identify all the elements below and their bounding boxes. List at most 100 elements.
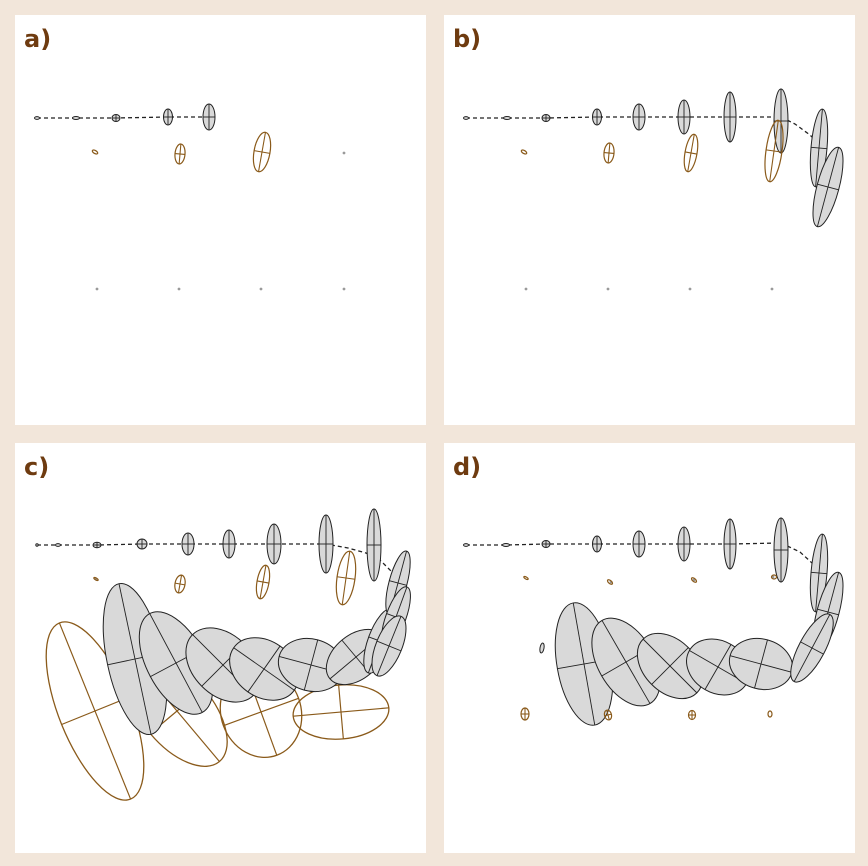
diagram-canvas-d: [463, 517, 844, 726]
pose-ellipse-outline: [502, 543, 510, 547]
ground-truth-ellipse: [603, 709, 613, 721]
estimate-ellipse-axis-major: [601, 620, 651, 704]
ground-truth-ellipse: [520, 707, 530, 721]
ground-truth-ellipse: [767, 710, 773, 718]
pose-ellipse: [463, 116, 469, 120]
pose-ellipse: [723, 518, 737, 570]
pose-ellipse: [502, 543, 510, 547]
pose-ellipse: [222, 529, 236, 559]
landmark-point: [771, 575, 775, 579]
estimate-ellipse-axis-major: [149, 613, 203, 713]
ground-truth-ellipse: [255, 564, 271, 600]
ground-truth-ellipse: [91, 149, 99, 155]
ground-truth-ellipse: [764, 119, 784, 183]
pose-ellipse-outline: [34, 116, 40, 120]
diagram-canvas-b: [463, 88, 844, 291]
ground-truth-ellipse-axis-major: [58, 622, 132, 800]
pose-ellipse: [812, 146, 844, 228]
ground-truth-ellipse: [292, 684, 390, 740]
ground-truth-ellipse-outline: [606, 579, 614, 585]
ground-truth-ellipse-outline: [523, 575, 529, 581]
pose-ellipse-outline: [539, 642, 545, 654]
pose-ellipse-outline: [463, 543, 469, 547]
panel-d: d): [444, 443, 855, 853]
ground-truth-ellipse: [174, 143, 186, 165]
ground-truth-ellipse-outline: [683, 133, 699, 173]
pose-ellipse-outline: [72, 116, 80, 120]
ground-truth-ellipse-outline: [292, 684, 390, 740]
pose-ellipse-outline: [463, 116, 469, 120]
estimate-ellipse-axis-major: [572, 602, 596, 726]
estimate-ellipse-axis-major: [118, 583, 152, 735]
pose-ellipse: [55, 543, 61, 547]
pose-ellipse-axis-major: [376, 616, 402, 676]
pose-ellipse: [677, 526, 691, 562]
pose-ellipse: [677, 99, 691, 135]
ground-truth-ellipse-axis-major: [178, 143, 182, 165]
pose-ellipse: [35, 543, 39, 547]
landmark-point: [95, 287, 99, 291]
panel-label-d: d): [453, 453, 482, 481]
landmark-point: [770, 287, 774, 291]
ground-truth-ellipse: [687, 709, 697, 721]
pose-ellipse: [632, 103, 646, 131]
pose-ellipse: [539, 642, 545, 654]
ground-truth-ellipse-outline: [690, 577, 698, 583]
pose-ellipse: [592, 535, 602, 553]
ground-truth-ellipse: [335, 550, 357, 606]
pose-ellipse: [592, 108, 602, 126]
landmark-point: [177, 287, 181, 291]
pose-ellipse: [503, 116, 511, 120]
trajectory-path: [37, 116, 209, 119]
ground-truth-ellipse: [174, 574, 186, 594]
pose-ellipse: [136, 538, 148, 550]
pose-ellipse: [163, 108, 173, 126]
pose-ellipse: [541, 114, 551, 122]
pose-ellipse: [366, 508, 382, 582]
pose-ellipse-axis-major: [815, 534, 823, 612]
pose-ellipse: [632, 530, 646, 558]
panel-c: c): [15, 443, 426, 853]
landmark-point: [342, 287, 346, 291]
ground-truth-ellipse: [252, 131, 272, 173]
pose-ellipse: [371, 615, 407, 677]
panel-a: a): [15, 15, 426, 425]
pose-ellipse: [92, 541, 102, 549]
ground-truth-ellipse: [520, 149, 528, 155]
ground-truth-ellipse-axis-major: [177, 575, 183, 593]
ground-truth-ellipse-axis-major: [607, 142, 611, 164]
pose-ellipse: [463, 543, 469, 547]
ground-truth-ellipse-axis-major: [687, 134, 695, 172]
pose-ellipse: [723, 91, 737, 143]
landmark-point: [259, 287, 263, 291]
ground-truth-ellipse: [523, 575, 529, 581]
panel-b: b): [444, 15, 855, 425]
ground-truth-ellipse: [606, 579, 614, 585]
pose-ellipse: [266, 523, 282, 565]
ground-truth-ellipse-axis-major: [259, 565, 267, 599]
estimate-ellipse: [138, 611, 214, 715]
pose-ellipse-outline: [35, 543, 39, 547]
panel-label-a: a): [24, 25, 52, 53]
estimate-ellipse-axis-major: [233, 647, 295, 691]
trajectory-path: [37, 543, 401, 583]
ground-truth-ellipse: [770, 574, 778, 580]
pose-ellipse-outline: [503, 116, 511, 120]
pose-ellipse: [34, 116, 40, 120]
estimate-ellipse-axis-major: [642, 638, 698, 694]
ground-truth-ellipse-outline: [520, 149, 528, 155]
ground-truth-ellipse-outline: [335, 550, 357, 606]
ground-truth-ellipse-axis-major: [606, 710, 610, 720]
landmark-point: [342, 151, 346, 155]
landmark-point: [688, 287, 692, 291]
landmark-point: [606, 287, 610, 291]
pose-ellipse-outline: [55, 543, 61, 547]
ground-truth-ellipse-outline: [91, 149, 99, 155]
pose-ellipse: [541, 540, 551, 548]
diagram-canvas-a: [34, 103, 346, 291]
ground-truth-ellipse: [93, 576, 99, 582]
pose-ellipse: [111, 114, 121, 122]
ground-truth-ellipse: [690, 577, 698, 583]
ground-truth-ellipse: [683, 133, 699, 173]
ground-truth-ellipse-axis-major: [338, 685, 344, 739]
